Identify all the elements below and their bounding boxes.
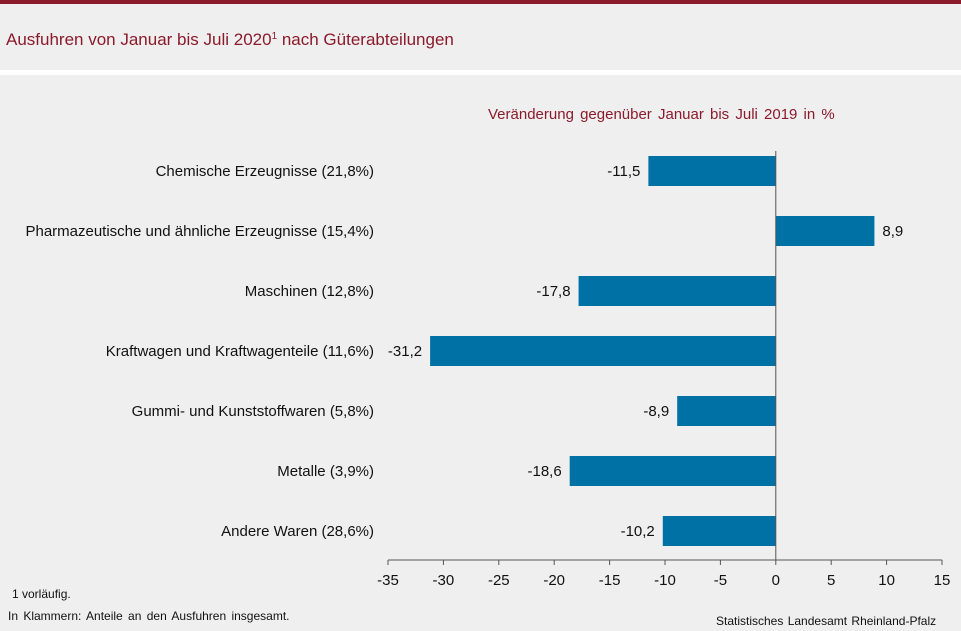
category-label: Andere Waren (28,6%) (221, 523, 374, 540)
bar (648, 156, 776, 186)
x-tick-label: 10 (878, 572, 895, 589)
chart-title: Ausfuhren von Januar bis Juli 20201 nach… (6, 30, 454, 50)
x-tick-label: -35 (377, 572, 399, 589)
data-label: 8,9 (882, 223, 903, 240)
x-tick-label: -30 (433, 572, 455, 589)
category-label: Maschinen (12,8%) (245, 283, 374, 300)
top-accent-bar (0, 0, 961, 4)
data-label: -18,6 (528, 463, 562, 480)
x-tick-label: -20 (543, 572, 565, 589)
bar (578, 276, 776, 306)
x-tick-label: 5 (827, 572, 835, 589)
data-label: -17,8 (536, 283, 570, 300)
bar (430, 336, 776, 366)
x-tick-label: -15 (599, 572, 621, 589)
chart-subtitle: Veränderung gegenüber Januar bis Juli 20… (488, 106, 835, 123)
x-tick-label: -25 (488, 572, 510, 589)
bar (775, 216, 875, 246)
title-footnote-marker: 1 (271, 31, 278, 42)
category-label: Gummi- und Kunststoffwaren (5,8%) (132, 403, 374, 420)
data-label: -31,2 (388, 343, 422, 360)
bar (677, 396, 776, 426)
data-label: -10,2 (621, 523, 655, 540)
x-tick-label: -10 (654, 572, 676, 589)
bar (662, 516, 776, 546)
footnote-parenthesis: In Klammern: Anteile an den Ausfuhren in… (8, 609, 290, 623)
x-tick-label: 15 (934, 572, 951, 589)
x-tick-label: -5 (714, 572, 727, 589)
category-label: Metalle (3,9%) (277, 463, 374, 480)
x-tick-label: 0 (772, 572, 780, 589)
category-label: Pharmazeutische und ähnliche Erzeugnisse… (25, 223, 374, 240)
title-text: Ausfuhren von Januar bis Juli 2020 (6, 30, 272, 49)
category-label: Kraftwagen und Kraftwagenteile (11,6%) (106, 343, 374, 360)
footnote-preliminary: 1 vorläufig. (12, 587, 71, 601)
title-suffix: nach Güterabteilungen (277, 30, 454, 49)
source-note: Statistisches Landesamt Rheinland-Pfalz (716, 614, 937, 628)
data-label: -8,9 (643, 403, 669, 420)
header-separator (0, 70, 961, 75)
data-label: -11,5 (607, 163, 640, 180)
category-label: Chemische Erzeugnisse (21,8%) (156, 163, 374, 180)
bar (569, 456, 776, 486)
